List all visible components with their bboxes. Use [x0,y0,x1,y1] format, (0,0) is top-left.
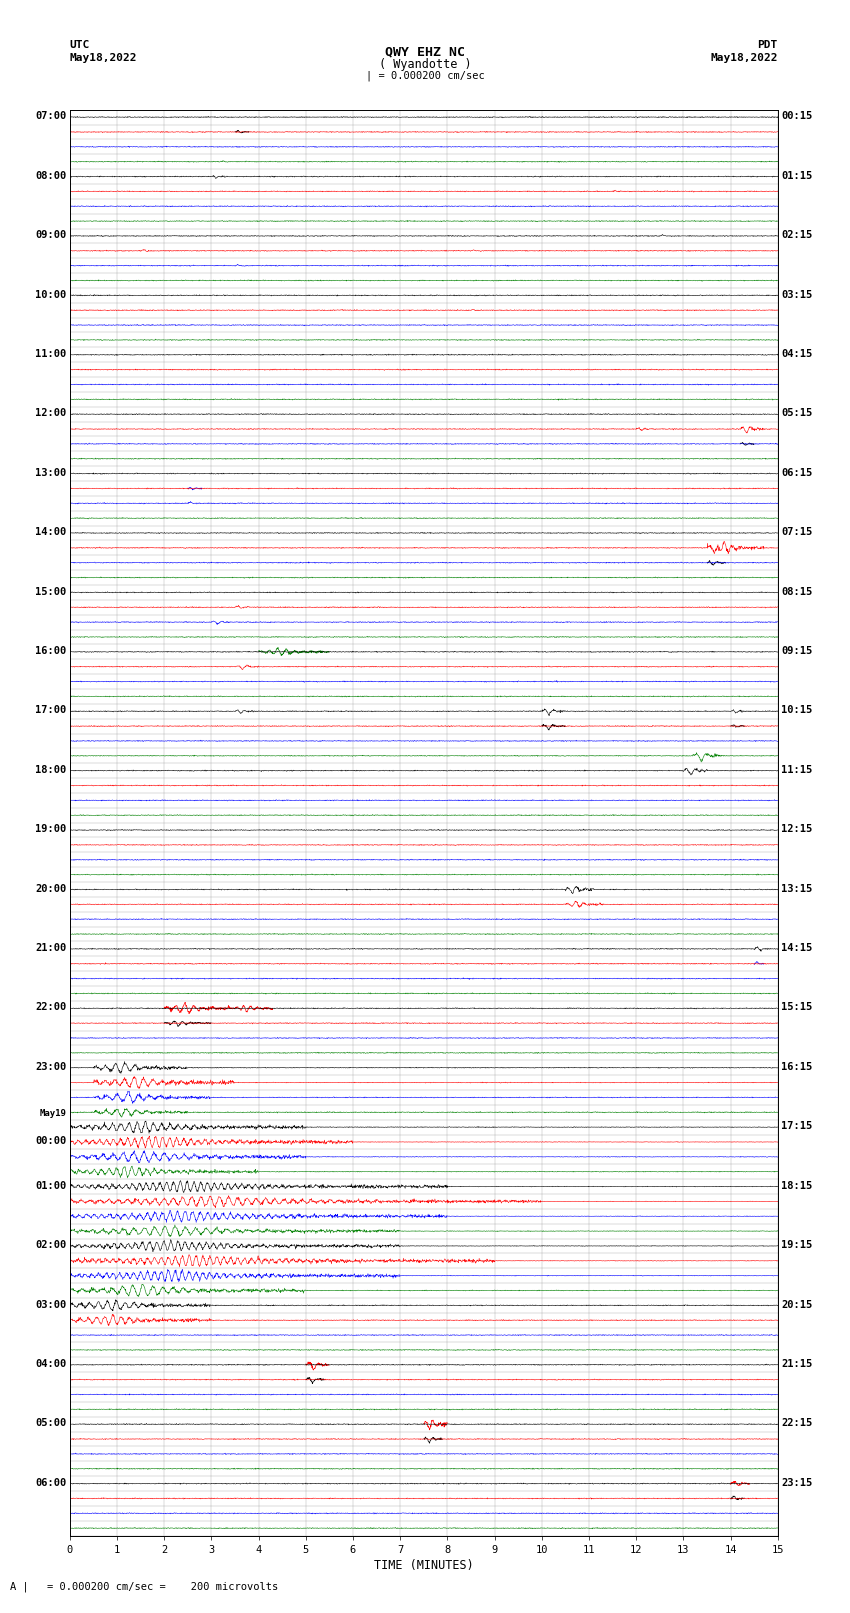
Text: 16:15: 16:15 [781,1061,813,1073]
X-axis label: TIME (MINUTES): TIME (MINUTES) [374,1558,473,1571]
Text: 09:00: 09:00 [35,231,66,240]
Text: 15:00: 15:00 [35,587,66,597]
Text: 01:00: 01:00 [35,1181,66,1190]
Text: 03:15: 03:15 [781,290,813,300]
Text: 20:15: 20:15 [781,1300,813,1310]
Text: 11:15: 11:15 [781,765,813,774]
Text: 16:00: 16:00 [35,645,66,656]
Text: 00:00: 00:00 [35,1136,66,1147]
Text: 01:15: 01:15 [781,171,813,181]
Text: 12:00: 12:00 [35,408,66,418]
Text: 18:00: 18:00 [35,765,66,774]
Text: UTC: UTC [70,40,90,50]
Text: 18:15: 18:15 [781,1181,813,1190]
Text: 17:15: 17:15 [781,1121,813,1131]
Text: = 0.000200 cm/sec =    200 microvolts: = 0.000200 cm/sec = 200 microvolts [47,1582,278,1592]
Text: 07:00: 07:00 [35,111,66,121]
Text: | = 0.000200 cm/sec: | = 0.000200 cm/sec [366,71,484,82]
Text: 22:15: 22:15 [781,1418,813,1429]
Text: 13:00: 13:00 [35,468,66,477]
Text: 10:15: 10:15 [781,705,813,716]
Text: 17:00: 17:00 [35,705,66,716]
Text: 04:00: 04:00 [35,1358,66,1369]
Text: 19:00: 19:00 [35,824,66,834]
Text: 22:00: 22:00 [35,1003,66,1013]
Text: 14:15: 14:15 [781,944,813,953]
Text: 02:00: 02:00 [35,1240,66,1250]
Text: 19:15: 19:15 [781,1240,813,1250]
Text: 14:00: 14:00 [35,527,66,537]
Text: ( Wyandotte ): ( Wyandotte ) [379,58,471,71]
Text: 23:15: 23:15 [781,1478,813,1487]
Text: 07:15: 07:15 [781,527,813,537]
Text: 04:15: 04:15 [781,348,813,360]
Text: 05:00: 05:00 [35,1418,66,1429]
Text: 20:00: 20:00 [35,884,66,894]
Text: 08:15: 08:15 [781,587,813,597]
Text: 05:15: 05:15 [781,408,813,418]
Text: 03:00: 03:00 [35,1300,66,1310]
Text: 09:15: 09:15 [781,645,813,656]
Text: 02:15: 02:15 [781,231,813,240]
Text: 15:15: 15:15 [781,1003,813,1013]
Text: A |: A | [10,1582,29,1592]
Text: 08:00: 08:00 [35,171,66,181]
Text: May19: May19 [39,1110,66,1118]
Text: 10:00: 10:00 [35,290,66,300]
Text: 11:00: 11:00 [35,348,66,360]
Text: PDT: PDT [757,40,778,50]
Text: 06:15: 06:15 [781,468,813,477]
Text: 13:15: 13:15 [781,884,813,894]
Text: QWY EHZ NC: QWY EHZ NC [385,45,465,58]
Text: 06:00: 06:00 [35,1478,66,1487]
Text: May18,2022: May18,2022 [70,53,137,63]
Text: 00:15: 00:15 [781,111,813,121]
Text: 21:00: 21:00 [35,944,66,953]
Text: 23:00: 23:00 [35,1061,66,1073]
Text: 21:15: 21:15 [781,1358,813,1369]
Text: May18,2022: May18,2022 [711,53,778,63]
Text: 12:15: 12:15 [781,824,813,834]
